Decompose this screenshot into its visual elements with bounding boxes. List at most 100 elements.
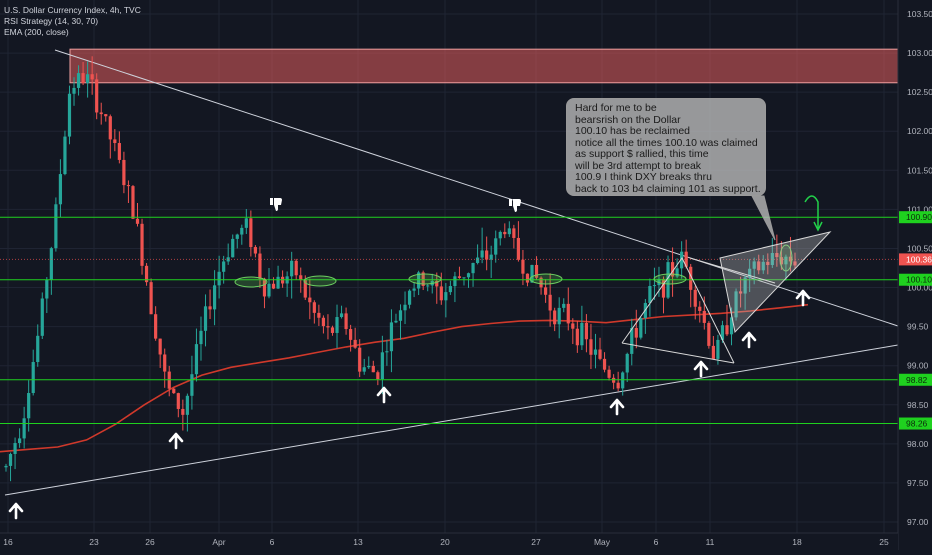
candle-body <box>95 79 99 113</box>
candle-body <box>49 248 53 280</box>
time-tick-label: Apr <box>212 537 225 547</box>
candle-body <box>793 261 797 266</box>
time-axis[interactable]: 16 23 26 Apr 6 13 20 27 May 6 11 18 25 <box>0 532 898 550</box>
note-line: back to 103 b4 claiming 101 as support. <box>575 182 761 195</box>
level-price-tag: 100.90 <box>906 212 932 222</box>
ema-200-line <box>0 303 809 453</box>
price-tick-label: 99.00 <box>907 361 929 371</box>
candle-body <box>689 266 693 290</box>
candle-body <box>208 306 212 310</box>
candle-body <box>612 377 616 383</box>
price-tick-label: 101.50 <box>907 165 932 175</box>
candle-body <box>621 372 625 389</box>
candle-body <box>380 352 384 380</box>
note-line: 100.10 has be reclaimed <box>575 125 690 137</box>
candle-body <box>512 228 516 238</box>
annotation-callout[interactable]: Hard for me to be bearsrish on the Dolla… <box>566 98 766 196</box>
candle-body <box>276 276 280 289</box>
candle-body <box>539 277 543 288</box>
level-price-tag-bg <box>899 211 932 224</box>
thumb-hand <box>513 199 521 212</box>
price-tick-label: 102.50 <box>907 87 932 97</box>
candle-body <box>684 251 688 267</box>
candle-body <box>525 273 530 283</box>
green-target-arrowhead <box>813 221 823 232</box>
candle-body <box>194 344 199 375</box>
candle-body <box>770 253 774 266</box>
time-tick-label: 13 <box>353 537 363 547</box>
thumb-cuff <box>270 198 273 205</box>
candle-body <box>158 338 162 355</box>
chart-legend: U.S. Dollar Currency Index, 4h, TVC RSI … <box>4 5 141 38</box>
up-arrow-icon <box>376 386 392 404</box>
drawing-shapes <box>234 195 832 364</box>
candle-body <box>625 353 629 373</box>
candle-body <box>634 327 638 338</box>
thumbs-down-icon <box>270 198 282 211</box>
candle-body <box>376 372 380 380</box>
candle-body <box>589 339 593 355</box>
up-arrow-icon <box>693 360 709 378</box>
ascending-trendline <box>4 344 899 496</box>
candle-body <box>412 288 416 291</box>
level-price-tag-bg <box>899 273 932 286</box>
candle-body <box>616 382 620 389</box>
candle-body <box>339 313 344 318</box>
time-tick-label: 27 <box>531 537 541 547</box>
candle-body <box>90 74 94 80</box>
candle-body <box>670 262 675 277</box>
candle-body <box>317 312 321 318</box>
candle-body <box>86 74 90 84</box>
time-tick-label: 25 <box>879 537 889 547</box>
price-tick-label: 98.50 <box>907 400 929 410</box>
candle-body <box>485 250 489 260</box>
candle-body <box>548 294 552 311</box>
up-arrow-stroke <box>8 502 24 520</box>
candle-body <box>72 87 76 94</box>
time-tick-label: 20 <box>440 537 450 547</box>
candle-body <box>135 218 140 224</box>
up-arrow-stroke <box>376 386 392 404</box>
candle-body <box>299 275 303 281</box>
time-axis-bg <box>0 533 898 550</box>
up-arrow-icon <box>741 331 757 349</box>
candle-body <box>675 268 679 277</box>
up-arrow-stroke <box>795 289 811 307</box>
up-arrow-stroke <box>168 432 184 450</box>
price-tick-label: 103.50 <box>907 9 932 19</box>
ellipse-marker <box>234 276 268 288</box>
candle-body <box>172 388 176 394</box>
candle-body <box>553 310 557 325</box>
symbol-line[interactable]: U.S. Dollar Currency Index, 4h, TVC <box>4 5 141 15</box>
candle-body <box>199 330 203 345</box>
indicator-rsi-strategy[interactable]: RSI Strategy (14, 30, 70) <box>4 16 99 26</box>
candle-body <box>521 259 525 274</box>
note-line: Hard for me to be <box>575 102 657 114</box>
candle-body <box>711 345 715 359</box>
candle-body <box>584 323 589 340</box>
candle-body <box>657 278 661 286</box>
price-tick-label: 99.50 <box>907 322 929 332</box>
candle-body <box>67 93 72 137</box>
candle-body <box>575 328 579 346</box>
time-tick-label: May <box>594 537 611 547</box>
candle-body <box>571 323 575 329</box>
up-arrow-icon <box>168 432 184 450</box>
candle-body <box>294 260 298 276</box>
note-line: will be 3rd attempt to break <box>575 159 702 172</box>
candle-body <box>398 310 403 321</box>
price-axis[interactable]: 103.50103.00102.50102.00101.50101.00100.… <box>897 0 932 550</box>
up-arrow-stroke <box>741 331 757 349</box>
level-price-tag: 98.82 <box>906 375 928 385</box>
ema-200-path <box>0 303 809 453</box>
candle-body <box>36 335 40 363</box>
candle-body <box>8 453 13 466</box>
candle-body <box>607 369 611 378</box>
indicator-ema[interactable]: EMA (200, close) <box>4 27 69 37</box>
candle-body <box>76 73 81 88</box>
candle-body <box>385 351 389 353</box>
price-tick-label: 103.00 <box>907 48 932 58</box>
candle-body <box>480 250 484 258</box>
